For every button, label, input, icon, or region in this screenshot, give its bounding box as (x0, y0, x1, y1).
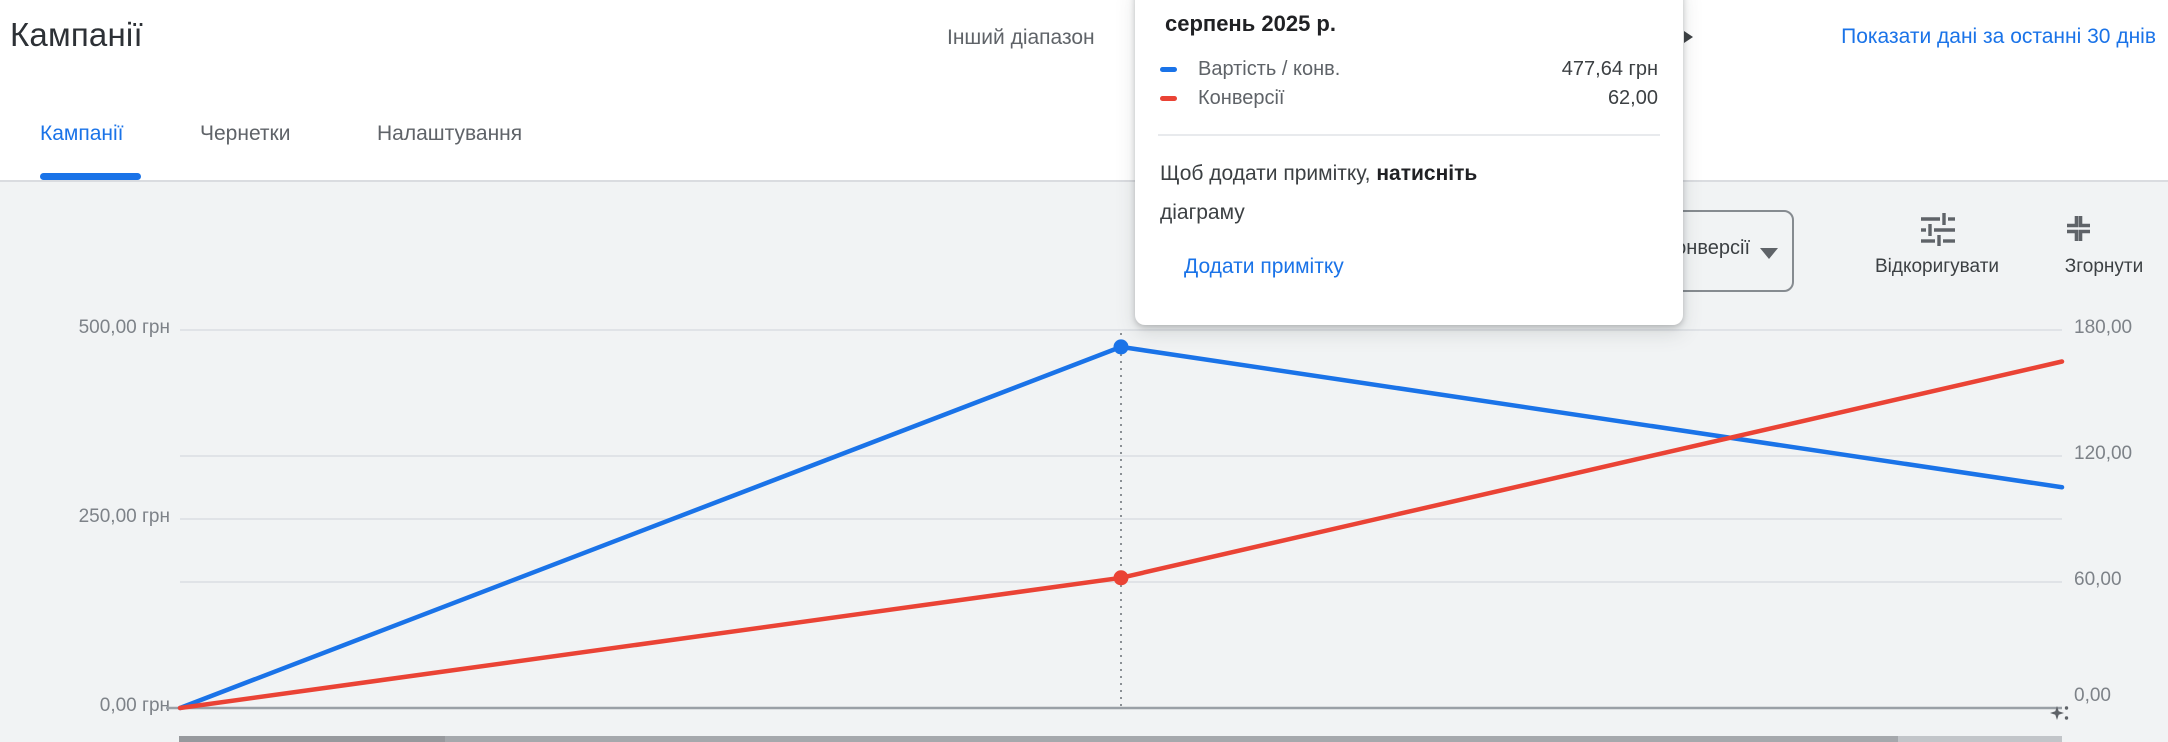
tooltip-divider (1158, 134, 1660, 136)
active-tab-underline (40, 173, 141, 180)
collapse-chart-label: Згорнути (2064, 256, 2144, 277)
tooltip-row-value: 62,00 (1607, 87, 1658, 109)
page-title: Кампанії (10, 16, 143, 53)
collapse-chart-button[interactable]: Згорнути (2055, 212, 2153, 278)
metric-selector-value: Конверсії (1663, 237, 1750, 259)
left-axis-tick-label: 250,00 грн (78, 506, 170, 527)
left-axis-tick-label: 500,00 грн (78, 317, 170, 338)
tooltip-row-label: Вартість / конв. (1198, 58, 1341, 80)
tooltip-row-label: Конверсії (1198, 87, 1285, 109)
tab-campaigns[interactable]: Кампанії (40, 122, 124, 145)
right-axis-tick-label: 120,00 (2074, 443, 2133, 464)
tooltip-row-conversions: Конверсії 62,00 (1135, 84, 1683, 112)
note-text-normal: Щоб додати примітку, (1160, 162, 1377, 185)
scrollbar-thumb[interactable] (445, 736, 1898, 742)
tooltip-row-cost-per-conv: Вартість / конв. 477,64 грн (1135, 55, 1683, 83)
data-point-dot[interactable] (1113, 339, 1129, 355)
show-last-30-days-link[interactable]: Показати дані за останні 30 днів (1841, 25, 2156, 48)
caret-down-icon (1760, 248, 1778, 259)
tab-drafts[interactable]: Чернетки (200, 122, 291, 145)
chart-tooltip: серпень 2025 р. Вартість / конв. 477,64 … (1135, 0, 1683, 325)
left-axis-tick-label: 0,00 грн (99, 695, 170, 716)
tooltip-date-title: серпень 2025 р. (1165, 11, 1336, 36)
tooltip-row-value: 477,64 грн (1561, 58, 1658, 80)
data-point-dot[interactable] (1113, 570, 1129, 586)
date-range-label[interactable]: Інший діапазон (947, 26, 1095, 49)
tune-sliders-icon (1921, 213, 1955, 246)
chevron-right-icon[interactable] (1684, 31, 1693, 43)
scrollbar-thumb-left[interactable] (179, 736, 445, 742)
scrollbar-track[interactable] (1898, 736, 2062, 742)
add-note-link[interactable]: Додати примітку (1184, 255, 1344, 278)
tab-settings[interactable]: Налаштування (377, 122, 523, 145)
note-text-line2: діаграму (1160, 201, 1245, 224)
right-axis-tick-label: 180,00 (2074, 317, 2133, 338)
right-axis-tick-label: 60,00 (2074, 569, 2122, 590)
blue-series-dash-icon (1160, 67, 1177, 72)
right-axis-tick-label: 0,00 (2074, 685, 2111, 706)
adjust-chart-button[interactable]: Відкоригувати (1861, 212, 2013, 278)
chart-resize-handle-icon[interactable] (2046, 700, 2072, 726)
page-header: Кампанії Інший діапазон Показати дані за… (0, 0, 2168, 182)
note-text-bold: натисніть (1376, 162, 1478, 185)
series-line-0 (177, 344, 2065, 711)
red-series-dash-icon (1160, 96, 1177, 101)
adjust-chart-label: Відкоригувати (1874, 256, 2000, 277)
tooltip-note-text: Щоб додати примітку, натисніть діаграму (1160, 154, 1477, 232)
collapse-icon (2067, 216, 2090, 241)
